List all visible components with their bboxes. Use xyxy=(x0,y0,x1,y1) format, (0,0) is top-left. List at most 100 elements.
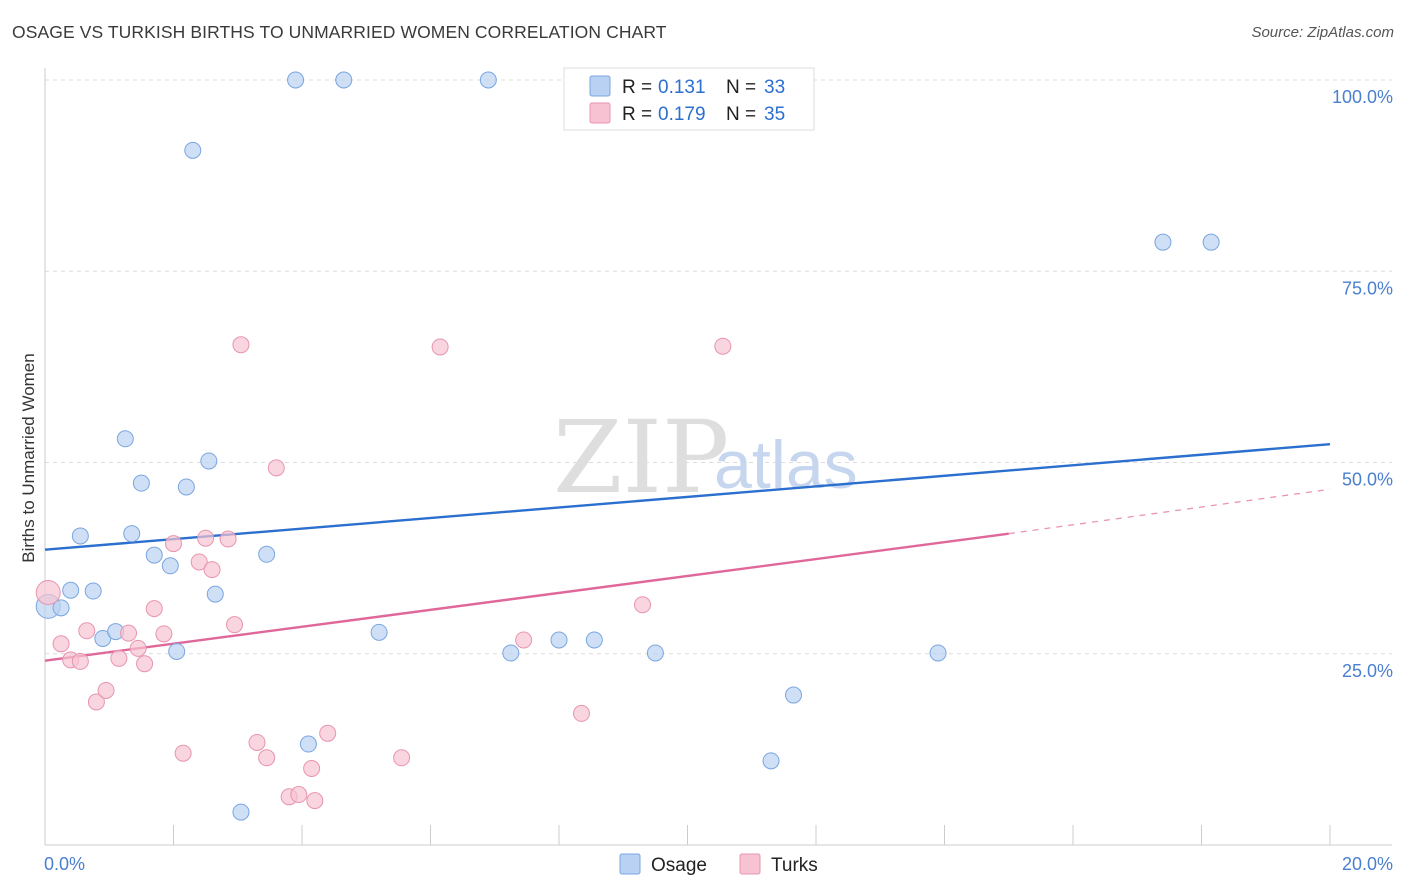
grid-lines xyxy=(45,79,1392,655)
osage-point-23 xyxy=(479,71,497,89)
turks-point-32 xyxy=(572,704,590,722)
turks-point-11 xyxy=(145,600,163,618)
turks-point-18 xyxy=(219,530,237,548)
osage-point-21 xyxy=(335,71,353,89)
turks-point-14 xyxy=(174,744,192,762)
x-tick-label-1: 20.0% xyxy=(1342,854,1393,874)
osage-point-25 xyxy=(550,631,568,649)
turks-point-26 xyxy=(303,760,321,777)
x-tick-label-0: 0.0% xyxy=(44,854,85,874)
legend-r-label-turks: R = xyxy=(622,104,652,125)
osage-point-29 xyxy=(785,686,803,704)
osage-point-11 xyxy=(161,557,179,575)
watermark-zip: ZIP xyxy=(553,399,729,516)
legend-n-label-osage: N = xyxy=(726,77,756,98)
turks-point-3 xyxy=(71,652,89,670)
turks-point-0 xyxy=(35,580,61,606)
osage-point-12 xyxy=(168,642,186,660)
turks-point-20 xyxy=(232,336,250,354)
osage-point-16 xyxy=(206,585,224,603)
chart-title: OSAGE VS TURKISH BIRTHS TO UNMARRIED WOM… xyxy=(12,22,667,42)
osage-point-2 xyxy=(62,581,80,599)
y-tick-labels: 25.0% 50.0% 75.0% 100.0% xyxy=(1332,87,1393,681)
turks-point-23 xyxy=(267,459,285,477)
turks-point-27 xyxy=(306,792,324,810)
osage-point-30 xyxy=(929,644,947,662)
turks-point-7 xyxy=(110,649,128,667)
turks-point-12 xyxy=(155,625,173,643)
trend-lines xyxy=(44,442,1331,662)
series-legend-label-osage: Osage xyxy=(651,855,707,876)
legend-r-value-turks: 0.179 xyxy=(658,104,706,125)
osage-point-22 xyxy=(370,623,388,641)
legend-n-value-osage: 33 xyxy=(764,77,785,98)
legend-r-label-osage: R = xyxy=(622,77,652,98)
y-tick-label-2: 75.0% xyxy=(1342,278,1393,298)
turks-point-33 xyxy=(634,596,652,614)
osage-point-26 xyxy=(585,631,603,649)
osage-point-8 xyxy=(123,525,141,543)
osage-point-10 xyxy=(145,546,163,564)
series-legend: Osage Turks xyxy=(619,853,818,876)
turks-point-5 xyxy=(87,693,105,711)
stats-legend: R = 0.131 N = 33 R = 0.179 N = 35 xyxy=(563,67,815,131)
osage-point-14 xyxy=(184,141,202,159)
osage-point-18 xyxy=(258,545,276,563)
turks-point-13 xyxy=(165,535,182,553)
legend-swatch-osage xyxy=(589,75,611,97)
turks-point-31 xyxy=(515,631,533,649)
turks-trend-line xyxy=(44,532,1009,662)
turks-point-34 xyxy=(714,337,732,355)
turks-point-28 xyxy=(319,724,337,742)
legend-r-value-osage: 0.131 xyxy=(658,77,706,98)
turks-point-21 xyxy=(248,733,266,751)
turks-point-4 xyxy=(78,622,96,640)
osage-point-1 xyxy=(52,599,70,617)
turks-point-16 xyxy=(197,529,215,547)
osage-point-24 xyxy=(502,644,520,662)
series-legend-swatch-turks xyxy=(739,853,761,875)
osage-point-17 xyxy=(232,803,250,821)
turks-point-6 xyxy=(97,681,115,699)
axes xyxy=(44,68,1392,846)
turks-trend-line-extension xyxy=(1008,488,1331,535)
osage-point-7 xyxy=(116,430,134,448)
turks-point-17 xyxy=(203,561,221,579)
turks-point-25 xyxy=(290,786,308,804)
legend-n-label-turks: N = xyxy=(726,104,756,125)
watermark: ZIP atlas xyxy=(553,399,858,516)
osage-point-27 xyxy=(646,644,664,662)
osage-point-32 xyxy=(1202,233,1220,251)
osage-point-9 xyxy=(132,474,150,492)
osage-trend-line xyxy=(44,442,1331,551)
y-tick-label-1: 50.0% xyxy=(1342,470,1393,490)
watermark-atlas: atlas xyxy=(714,427,858,503)
source-label: Source: ZipAtlas.com xyxy=(1251,24,1394,41)
data-points xyxy=(35,71,1220,821)
turks-point-19 xyxy=(226,616,244,634)
series-legend-swatch-osage xyxy=(619,853,641,875)
osage-point-28 xyxy=(762,752,780,770)
turks-point-9 xyxy=(129,639,147,657)
y-tick-label-0: 25.0% xyxy=(1342,661,1393,681)
turks-point-22 xyxy=(258,749,276,767)
osage-point-4 xyxy=(71,527,89,545)
turks-point-10 xyxy=(136,655,154,673)
osage-point-3 xyxy=(84,582,102,600)
turks-point-29 xyxy=(393,749,411,767)
osage-point-13 xyxy=(177,478,195,496)
x-tick-labels: 0.0% 20.0% xyxy=(44,854,1393,874)
osage-point-31 xyxy=(1154,233,1172,251)
turks-point-15 xyxy=(190,553,208,571)
osage-point-19 xyxy=(287,71,305,89)
osage-point-20 xyxy=(299,735,317,753)
turks-point-8 xyxy=(120,624,138,642)
legend-n-value-turks: 35 xyxy=(764,104,785,125)
y-tick-label-3: 100.0% xyxy=(1332,87,1393,107)
osage-point-15 xyxy=(200,452,218,470)
turks-point-30 xyxy=(431,338,449,356)
series-legend-label-turks: Turks xyxy=(771,855,818,876)
legend-swatch-turks xyxy=(589,102,611,124)
y-axis-label: Births to Unmarried Women xyxy=(19,353,38,562)
